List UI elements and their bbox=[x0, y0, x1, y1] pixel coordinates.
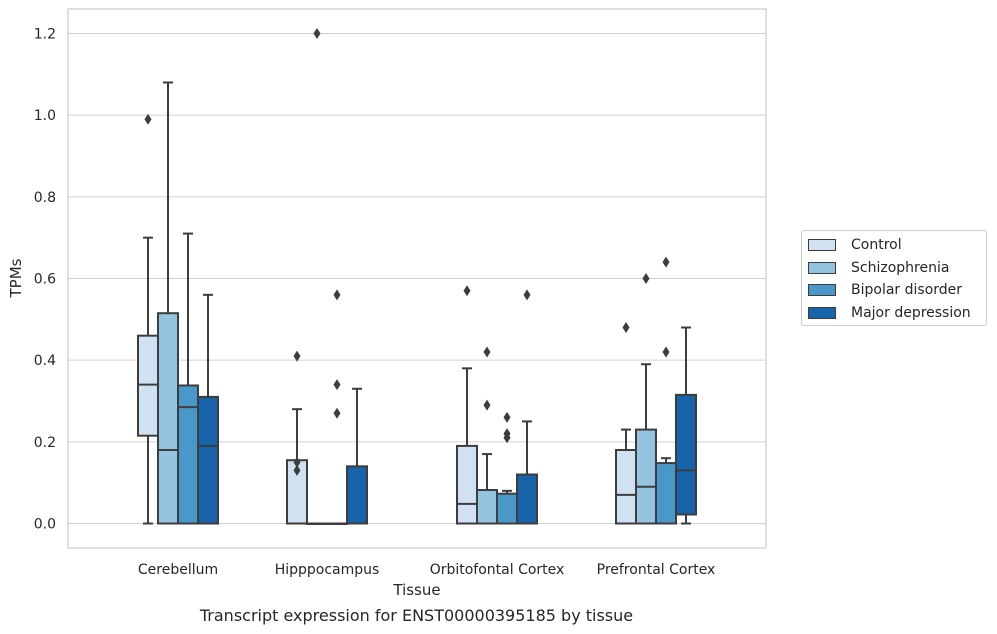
y-tick-label: 1.2 bbox=[34, 27, 56, 43]
plot-frame bbox=[67, 8, 767, 549]
outlier-point bbox=[144, 113, 152, 125]
legend-swatch-major-depression bbox=[808, 307, 836, 319]
outlier-point bbox=[293, 464, 301, 476]
legend-label-control: Control bbox=[851, 237, 902, 253]
x-axis-label: Tissue bbox=[392, 581, 440, 599]
y-tick-label: 0.2 bbox=[34, 435, 56, 451]
box-body bbox=[516, 473, 538, 525]
box-2-2 bbox=[496, 411, 518, 525]
legend-label-schizophrenia: Schizophrenia bbox=[851, 260, 950, 276]
outlier-point bbox=[642, 273, 650, 284]
tick-labels: 0.0 0.2 0.4 0.6 0.8 1.0 1.2 Cerebellum Hipppocam… bbox=[34, 27, 716, 579]
outlier-point bbox=[662, 256, 670, 268]
box-1-0 bbox=[157, 81, 179, 525]
outlier-point bbox=[293, 456, 301, 468]
box-1-1 bbox=[306, 28, 328, 525]
box-2-1 bbox=[326, 289, 348, 525]
outlier-point bbox=[333, 379, 341, 391]
x-tick-label: Cerebellum bbox=[138, 562, 218, 578]
outlier-point bbox=[523, 289, 531, 301]
box-3-1 bbox=[346, 387, 368, 525]
outlier-point bbox=[483, 399, 491, 411]
outlier-point bbox=[662, 346, 670, 358]
box-1-2 bbox=[476, 346, 498, 525]
box-0-3 bbox=[615, 322, 637, 525]
x-tick-label: Orbitofontal Cortex bbox=[430, 562, 565, 578]
box-body bbox=[346, 465, 368, 525]
y-tick-label: 0.0 bbox=[34, 517, 56, 533]
outlier-point bbox=[483, 346, 491, 358]
x-tick-label: Hipppocampus bbox=[275, 562, 380, 578]
y-tick-label: 0.4 bbox=[34, 353, 56, 369]
box-3-0 bbox=[197, 293, 219, 525]
y-tick-label: 1.0 bbox=[34, 108, 56, 124]
x-tick-label: Prefrontal Cortex bbox=[597, 562, 716, 578]
outlier-point bbox=[503, 411, 511, 423]
box-0-1 bbox=[286, 350, 308, 525]
legend-swatch-bipolar-disorder bbox=[808, 284, 836, 296]
y-tick-label: 0.6 bbox=[34, 272, 56, 288]
box-0-2 bbox=[456, 285, 478, 525]
y-axis-label: TPMs bbox=[7, 258, 25, 298]
box-body bbox=[476, 489, 498, 525]
outlier-point bbox=[313, 28, 321, 39]
legend: Control Schizophrenia Bipolar disorder M… bbox=[801, 230, 987, 326]
box-body bbox=[157, 312, 179, 525]
box-body bbox=[137, 334, 159, 437]
legend-item-bipolar-disorder: Bipolar disorder bbox=[808, 280, 962, 300]
outlier-point bbox=[463, 285, 471, 297]
legend-label-major-depression: Major depression bbox=[851, 305, 971, 321]
outlier-point bbox=[333, 407, 341, 419]
box-body bbox=[456, 444, 478, 525]
outlier-point bbox=[293, 350, 301, 362]
box-3-3 bbox=[675, 326, 697, 525]
chart-caption: Transcript expression for ENST0000039518… bbox=[199, 606, 634, 625]
box-body bbox=[635, 428, 657, 525]
box-1-3 bbox=[635, 273, 657, 525]
box-body bbox=[496, 492, 518, 525]
box-plots bbox=[137, 28, 697, 525]
legend-item-control: Control bbox=[808, 235, 902, 255]
legend-swatch-control bbox=[808, 239, 836, 251]
legend-item-major-depression: Major depression bbox=[808, 303, 971, 323]
box-3-2 bbox=[516, 289, 538, 525]
outlier-point bbox=[622, 322, 630, 333]
outlier-point bbox=[503, 432, 511, 444]
outlier-point bbox=[333, 289, 341, 301]
box-0-0 bbox=[137, 113, 159, 525]
box-body bbox=[675, 393, 697, 516]
box-body bbox=[655, 462, 677, 525]
box-body bbox=[615, 449, 637, 525]
box-body bbox=[197, 395, 219, 525]
box-2-3 bbox=[655, 256, 677, 525]
box-2-0 bbox=[177, 232, 199, 525]
legend-label-bipolar-disorder: Bipolar disorder bbox=[851, 282, 963, 298]
y-tick-label: 0.8 bbox=[34, 190, 56, 206]
legend-swatch-schizophrenia bbox=[808, 262, 836, 274]
legend-item-schizophrenia: Schizophrenia bbox=[808, 258, 949, 278]
